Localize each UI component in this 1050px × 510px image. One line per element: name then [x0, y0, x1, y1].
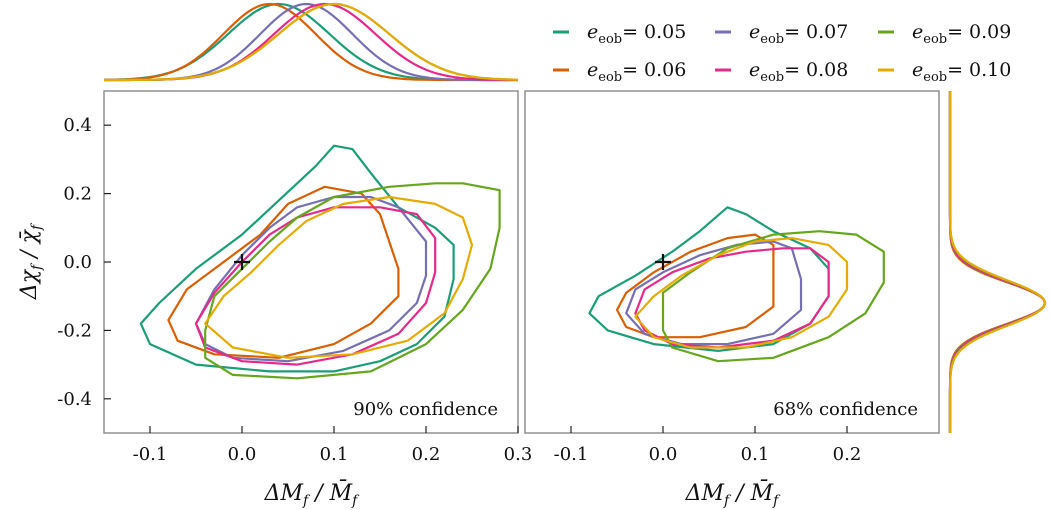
legend-value-2: = 0.07: [784, 21, 848, 43]
legend-subscript-5: eob: [923, 70, 947, 85]
panel-90-marker: [234, 254, 250, 270]
x-title-sub-right: f: [723, 493, 732, 509]
x-tick-label-68-confidence-1: 0.0: [649, 444, 678, 465]
legend-label-1: eeob= 0.06: [587, 59, 686, 85]
panel-68-contours: [588, 206, 885, 363]
contour-68-confidence-series-5: [634, 237, 849, 349]
x-title-sub-left: f: [302, 493, 311, 509]
legend-label-4: eeob= 0.09: [912, 21, 1011, 47]
legend-symbol-5: e: [912, 59, 923, 81]
legend-value-1: = 0.06: [622, 59, 686, 81]
x-axis-title-left: ΔMf / M̄f: [264, 479, 361, 509]
x-title-main-right: ΔM: [685, 481, 725, 506]
legend-label-2: eeob= 0.07: [749, 21, 848, 47]
x-title-den-left: M̄: [329, 479, 353, 506]
y-axis-title: Δχf / χ̄f: [17, 222, 45, 300]
top-marginal-series-4: [104, 2, 519, 82]
panel-90-ticks: -0.1 0.0 0.1 0.2 0.3 -0.4 -0.2 0.0 0.2 0.4: [57, 115, 532, 465]
contour-68-confidence-series-2: [625, 240, 803, 346]
y-tick-label-90-confidence-4: 0.4: [63, 115, 92, 136]
legend-label-0: eeob= 0.05: [587, 21, 686, 47]
x-title-densub-right: f: [772, 493, 781, 509]
contour-90-confidence-series-4: [204, 182, 501, 380]
right-marginal-series-3: [948, 91, 1047, 433]
top-marginal-series-5: [104, 2, 519, 82]
y-title-den: χ̄: [17, 228, 42, 245]
panel-90-annotation: 90% confidence: [353, 399, 498, 420]
legend-value-5: = 0.10: [947, 59, 1011, 81]
legend-subscript-2: eob: [760, 32, 784, 47]
x-title-main-left: ΔM: [264, 481, 304, 506]
top-marginal-plot: [103, 2, 519, 82]
x-title-densub-left: f: [351, 493, 360, 509]
x-tick-label-68-confidence-3: 0.2: [833, 444, 862, 465]
legend-subscript-3: eob: [760, 70, 784, 85]
panel-68-marker: [655, 254, 671, 270]
contour-90-confidence-series-3: [194, 206, 437, 366]
x-title-den-right: M̄: [750, 479, 774, 506]
y-title-main: Δχ: [17, 268, 42, 300]
right-marginal-series-5: [948, 91, 1047, 433]
top-marginal-series-0: [103, 2, 518, 82]
panel-68-ticks: -0.1 0.0 0.1 0.2: [554, 426, 862, 465]
x-tick-label-68-confidence-0: -0.1: [554, 444, 589, 465]
y-tick-label-90-confidence-2: 0.0: [63, 252, 92, 273]
legend-symbol-3: e: [749, 59, 760, 81]
y-tick-label-90-confidence-0: -0.4: [57, 389, 92, 410]
top-marginal-series-1: [103, 2, 518, 82]
legend-subscript-0: eob: [598, 32, 622, 47]
top-marginal-series-3: [104, 2, 518, 82]
panel-68-frame: [524, 90, 940, 434]
x-tick-label-90-confidence-4: 0.3: [504, 444, 533, 465]
contour-68-confidence-series-0: [588, 206, 830, 352]
legend-label-5: eeob= 0.10: [912, 59, 1011, 85]
y-title-densub: f: [29, 222, 45, 231]
x-tick-label-90-confidence-1: 0.0: [228, 444, 257, 465]
contour-68-confidence-series-3: [634, 247, 830, 349]
right-marginal-plot: [948, 91, 1047, 433]
y-tick-label-90-confidence-1: -0.2: [57, 320, 92, 341]
legend-symbol-4: e: [912, 21, 923, 43]
injection-marker-68-confidence: [655, 254, 671, 270]
x-tick-label-68-confidence-2: 0.1: [741, 444, 770, 465]
x-axis-title-right: ΔMf / M̄f: [685, 479, 782, 509]
top-marginal-series-2: [104, 2, 518, 82]
injection-marker-90-confidence: [234, 254, 250, 270]
contour-90-confidence-series-5: [204, 195, 474, 359]
legend-symbol-1: e: [587, 59, 598, 81]
y-tick-label-90-confidence-3: 0.2: [63, 184, 92, 205]
contour-90-confidence-series-1: [167, 185, 400, 359]
panel-90-contours: [139, 144, 501, 380]
legend-label-3: eeob= 0.08: [749, 59, 848, 85]
contour-90-confidence-series-2: [194, 195, 428, 363]
legend-subscript-1: eob: [598, 70, 622, 85]
legend-subscript-4: eob: [923, 32, 947, 47]
legend-value-0: = 0.05: [622, 21, 686, 43]
contour-68-confidence-series-1: [615, 233, 775, 339]
panel-68-annotation: 68% confidence: [773, 399, 918, 420]
panel-68-confidence: -0.1 0.0 0.1 0.2 68% confidence: [524, 90, 940, 465]
legend-value-4: = 0.09: [947, 21, 1011, 43]
panel-90-confidence: -0.1 0.0 0.1 0.2 0.3 -0.4 -0.2 0.0 0.2 0.4 90% co…: [57, 90, 532, 465]
legend-symbol-2: e: [749, 21, 760, 43]
legend-value-3: = 0.08: [784, 59, 848, 81]
y-title-sub: f: [29, 262, 45, 271]
legend-symbol-0: e: [587, 21, 598, 43]
panel-90-frame: [103, 90, 519, 434]
x-tick-label-90-confidence-0: -0.1: [133, 444, 168, 465]
x-tick-label-90-confidence-2: 0.1: [320, 444, 349, 465]
x-tick-label-90-confidence-3: 0.2: [412, 444, 441, 465]
contour-90-confidence-series-0: [139, 144, 455, 373]
